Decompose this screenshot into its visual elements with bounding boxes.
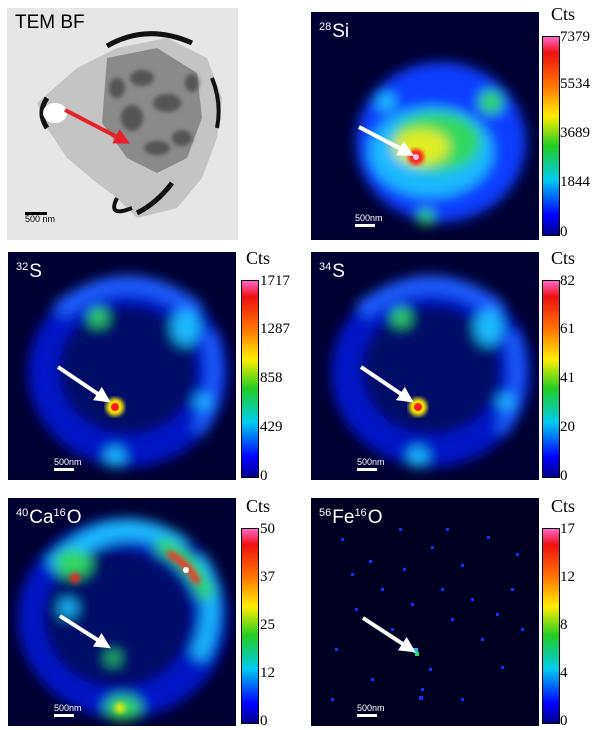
feo-map-image: [311, 498, 539, 726]
cao-colorbar-tick-3: 12: [260, 665, 275, 681]
si-map-image: [311, 12, 539, 240]
tem-bf-scale-label: 500 nm: [25, 214, 56, 224]
cao-colorbar-tick-2: 25: [260, 617, 275, 633]
s32-map-scalebar: 500nm: [54, 458, 82, 471]
s32-colorbar-tick-1: 1287: [260, 321, 290, 337]
cao-colorbar-tick-4: 0: [260, 713, 268, 729]
feo-colorbar-tick-2: 8: [560, 617, 568, 633]
cao-map-image: [8, 498, 236, 726]
si-map-scalebar: 500nm: [355, 214, 383, 227]
si-colorbar-tick-4: 0: [560, 224, 568, 240]
feo-scale-label: 500nm: [357, 703, 385, 713]
s32-colorbar-tick-3: 429: [260, 419, 283, 435]
feo-noise-dots: [331, 528, 524, 701]
feo-map-scalebar: 500nm: [357, 704, 385, 717]
s34-map-panel: 34S 500nm: [311, 252, 539, 480]
feo-map-title: 56Fe16O: [319, 507, 383, 528]
s32-map-title: 32S: [16, 261, 42, 282]
si-colorbar-tick-1: 5534: [560, 76, 590, 92]
s34-colorbar: [542, 280, 560, 478]
cao-scale-label: 500nm: [54, 703, 82, 713]
tem-bf-panel: TEM BF 500 nm: [7, 8, 238, 240]
cao-colorbar: [241, 528, 259, 724]
si-colorbar: [542, 36, 560, 236]
feo-colorbar-tick-0: 17: [560, 521, 575, 537]
s34-map-scalebar: 500nm: [357, 458, 385, 471]
feo-colorbar-tick-4: 0: [560, 713, 568, 729]
s32-colorbar-unit: Cts: [246, 248, 271, 268]
cao-map-scalebar: 500nm: [54, 704, 82, 717]
si-colorbar-unit: Cts: [551, 4, 576, 24]
si-map-title: 28Si: [319, 21, 350, 42]
s34-colorbar-unit: Cts: [551, 248, 576, 268]
s32-colorbar-tick-4: 0: [260, 468, 268, 484]
s32-colorbar: [241, 280, 259, 478]
feo-colorbar-tick-3: 4: [560, 665, 568, 681]
s32-scale-label: 500nm: [54, 457, 82, 467]
si-colorbar-tick-0: 7379: [560, 29, 590, 45]
feo-colorbar: [542, 528, 560, 724]
cao-map-title: 40Ca16O: [16, 507, 82, 528]
s32-colorbar-tick-2: 858: [260, 370, 283, 386]
tem-bf-scalebar: 500 nm: [25, 211, 55, 224]
tem-bf-title: TEM BF: [15, 12, 85, 33]
s32-map-panel: 32S 500nm: [8, 252, 236, 480]
s34-colorbar-tick-1: 61: [560, 321, 575, 337]
s34-colorbar-tick-3: 20: [560, 419, 575, 435]
cao-colorbar-tick-0: 50: [260, 521, 275, 537]
s32-colorbar-tick-0: 1717: [260, 273, 290, 289]
si-colorbar-tick-3: 1844: [560, 174, 590, 190]
si-scale-label: 500nm: [355, 213, 383, 223]
s34-colorbar-tick-2: 41: [560, 370, 575, 386]
s34-colorbar-tick-0: 82: [560, 273, 575, 289]
feo-map-panel: 56Fe16O 500nm: [311, 498, 539, 726]
s32-map-image: [8, 252, 236, 480]
feo-colorbar-unit: Cts: [551, 496, 576, 516]
s34-colorbar-tick-4: 0: [560, 468, 568, 484]
s34-scale-label: 500nm: [357, 457, 385, 467]
si-colorbar-tick-2: 3689: [560, 125, 590, 141]
s34-map-image: [311, 252, 539, 480]
cao-colorbar-tick-1: 37: [260, 569, 275, 585]
cao-colorbar-unit: Cts: [246, 496, 271, 516]
cao-map-panel: 40Ca16O 500nm: [8, 498, 236, 726]
tem-bf-image: [7, 8, 238, 240]
s34-map-title: 34S: [319, 261, 345, 282]
feo-colorbar-tick-1: 12: [560, 569, 575, 585]
si-map-panel: 28Si 500nm: [311, 12, 539, 240]
